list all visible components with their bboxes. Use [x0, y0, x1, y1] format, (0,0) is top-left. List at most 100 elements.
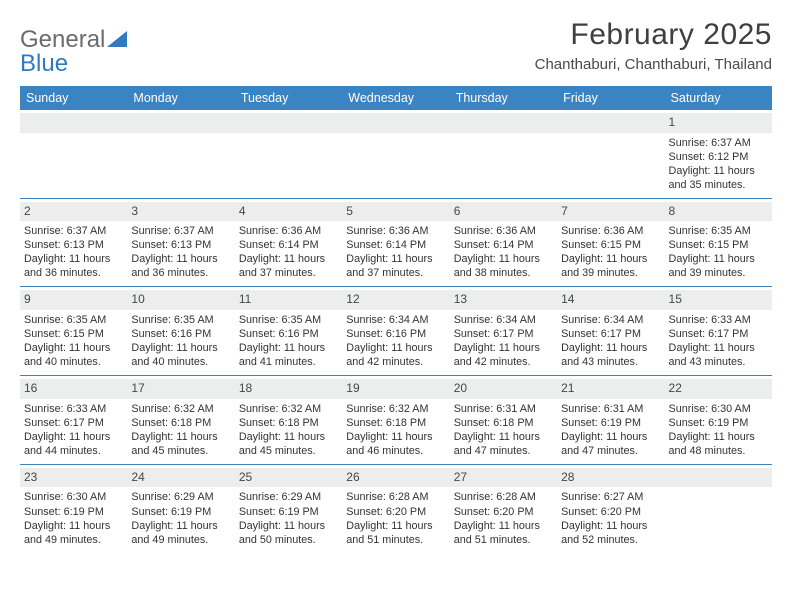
day-info-line: Sunrise: 6:35 AM	[24, 313, 123, 327]
calendar-cell	[235, 110, 342, 198]
day-info-line: Sunrise: 6:30 AM	[669, 402, 768, 416]
day-number: 8	[665, 202, 772, 222]
day-info-line: Sunset: 6:15 PM	[669, 238, 768, 252]
day-number: 12	[342, 290, 449, 310]
day-info-line: Daylight: 11 hours and 36 minutes.	[131, 252, 230, 280]
day-info-line: Sunrise: 6:31 AM	[454, 402, 553, 416]
brand-text: General Blue	[20, 28, 128, 76]
weekday-label: Tuesday	[235, 86, 342, 110]
calendar-cell: 8Sunrise: 6:35 AMSunset: 6:15 PMDaylight…	[665, 199, 772, 287]
calendar-cell: 15Sunrise: 6:33 AMSunset: 6:17 PMDayligh…	[665, 287, 772, 375]
calendar-cell: 21Sunrise: 6:31 AMSunset: 6:19 PMDayligh…	[557, 376, 664, 464]
day-info-line: Daylight: 11 hours and 51 minutes.	[454, 519, 553, 547]
day-info-line: Daylight: 11 hours and 37 minutes.	[346, 252, 445, 280]
day-info-line: Sunrise: 6:37 AM	[131, 224, 230, 238]
day-info-line: Daylight: 11 hours and 37 minutes.	[239, 252, 338, 280]
day-info-line: Daylight: 11 hours and 44 minutes.	[24, 430, 123, 458]
weekday-header: Sunday Monday Tuesday Wednesday Thursday…	[20, 86, 772, 110]
day-number: 10	[127, 290, 234, 310]
calendar-cell	[450, 110, 557, 198]
day-number: 22	[665, 379, 772, 399]
brand-word1: General	[20, 26, 105, 53]
calendar-cell: 12Sunrise: 6:34 AMSunset: 6:16 PMDayligh…	[342, 287, 449, 375]
calendar-week: 23Sunrise: 6:30 AMSunset: 6:19 PMDayligh…	[20, 464, 772, 553]
day-info-line: Sunset: 6:20 PM	[561, 505, 660, 519]
day-number: 3	[127, 202, 234, 222]
weekday-label: Saturday	[665, 86, 772, 110]
day-info-line: Sunset: 6:20 PM	[454, 505, 553, 519]
day-info-line: Sunset: 6:19 PM	[239, 505, 338, 519]
day-info-line: Sunrise: 6:33 AM	[669, 313, 768, 327]
calendar-cell: 16Sunrise: 6:33 AMSunset: 6:17 PMDayligh…	[20, 376, 127, 464]
day-number	[557, 113, 664, 133]
day-number: 14	[557, 290, 664, 310]
day-number: 5	[342, 202, 449, 222]
day-info-line: Sunset: 6:20 PM	[346, 505, 445, 519]
calendar-body: 1Sunrise: 6:37 AMSunset: 6:12 PMDaylight…	[20, 110, 772, 553]
calendar-cell: 19Sunrise: 6:32 AMSunset: 6:18 PMDayligh…	[342, 376, 449, 464]
day-info-line: Sunrise: 6:34 AM	[454, 313, 553, 327]
calendar-cell: 13Sunrise: 6:34 AMSunset: 6:17 PMDayligh…	[450, 287, 557, 375]
calendar: Sunday Monday Tuesday Wednesday Thursday…	[20, 86, 772, 553]
day-info-line: Sunrise: 6:34 AM	[346, 313, 445, 327]
day-info-line: Sunset: 6:16 PM	[131, 327, 230, 341]
day-info-line: Sunrise: 6:35 AM	[239, 313, 338, 327]
day-info-line: Sunset: 6:19 PM	[131, 505, 230, 519]
calendar-cell: 22 Sunrise: 6:30 AMSunset: 6:19 PMDayligh…	[665, 376, 772, 464]
day-number: 11	[235, 290, 342, 310]
day-info-line: Sunrise: 6:37 AM	[24, 224, 123, 238]
calendar-week: 16Sunrise: 6:33 AMSunset: 6:17 PMDayligh…	[20, 375, 772, 464]
day-number: 21	[557, 379, 664, 399]
day-number: 1	[665, 113, 772, 133]
day-info-line: Sunrise: 6:29 AM	[131, 490, 230, 504]
header: General Blue February 2025 Chanthaburi, …	[20, 18, 772, 76]
day-info-line: Sunrise: 6:32 AM	[131, 402, 230, 416]
calendar-cell: 4Sunrise: 6:36 AMSunset: 6:14 PMDaylight…	[235, 199, 342, 287]
day-info-line: Sunrise: 6:29 AM	[239, 490, 338, 504]
day-info-line: Sunrise: 6:28 AM	[346, 490, 445, 504]
calendar-cell: 17Sunrise: 6:32 AMSunset: 6:18 PMDayligh…	[127, 376, 234, 464]
calendar-week: 2Sunrise: 6:37 AMSunset: 6:13 PMDaylight…	[20, 198, 772, 287]
day-info-line: Daylight: 11 hours and 45 minutes.	[131, 430, 230, 458]
day-info-line: Sunrise: 6:30 AM	[24, 490, 123, 504]
calendar-cell	[342, 110, 449, 198]
day-number: 28	[557, 468, 664, 488]
day-info-line: Sunset: 6:13 PM	[131, 238, 230, 252]
calendar-week: 9Sunrise: 6:35 AMSunset: 6:15 PMDaylight…	[20, 286, 772, 375]
calendar-cell: 11Sunrise: 6:35 AMSunset: 6:16 PMDayligh…	[235, 287, 342, 375]
calendar-cell: 26Sunrise: 6:28 AMSunset: 6:20 PMDayligh…	[342, 465, 449, 553]
day-number: 27	[450, 468, 557, 488]
day-info-line: Daylight: 11 hours and 49 minutes.	[131, 519, 230, 547]
day-info-line: Sunset: 6:17 PM	[561, 327, 660, 341]
brand-sail-icon	[107, 28, 127, 52]
day-info-line: Sunset: 6:19 PM	[669, 416, 768, 430]
day-number	[342, 113, 449, 133]
day-info-line: Sunset: 6:14 PM	[346, 238, 445, 252]
day-info-line: Sunrise: 6:37 AM	[669, 136, 768, 150]
day-number: 9	[20, 290, 127, 310]
brand-word2: Blue	[20, 50, 68, 77]
calendar-cell: 18Sunrise: 6:32 AMSunset: 6:18 PMDayligh…	[235, 376, 342, 464]
day-info-line: Sunset: 6:18 PM	[454, 416, 553, 430]
day-info-line: Sunrise: 6:35 AM	[669, 224, 768, 238]
day-info-line: Sunrise: 6:27 AM	[561, 490, 660, 504]
day-info-line: Daylight: 11 hours and 48 minutes.	[669, 430, 768, 458]
day-number: 17	[127, 379, 234, 399]
day-info-line: Sunset: 6:18 PM	[239, 416, 338, 430]
day-info-line: Daylight: 11 hours and 50 minutes.	[239, 519, 338, 547]
day-info-line: Sunset: 6:19 PM	[24, 505, 123, 519]
calendar-week: 1Sunrise: 6:37 AMSunset: 6:12 PMDaylight…	[20, 110, 772, 198]
calendar-cell: 14Sunrise: 6:34 AMSunset: 6:17 PMDayligh…	[557, 287, 664, 375]
day-number: 20	[450, 379, 557, 399]
day-number	[665, 468, 772, 488]
day-info-line: Sunset: 6:16 PM	[346, 327, 445, 341]
day-number: 26	[342, 468, 449, 488]
day-info-line: Daylight: 11 hours and 46 minutes.	[346, 430, 445, 458]
day-info-line: Daylight: 11 hours and 45 minutes.	[239, 430, 338, 458]
day-info-line: Daylight: 11 hours and 42 minutes.	[454, 341, 553, 369]
day-info-line: Sunset: 6:16 PM	[239, 327, 338, 341]
page-title: February 2025	[535, 18, 772, 52]
day-info-line: Sunrise: 6:36 AM	[454, 224, 553, 238]
day-info-line: Daylight: 11 hours and 49 minutes.	[24, 519, 123, 547]
day-info-line: Sunrise: 6:35 AM	[131, 313, 230, 327]
